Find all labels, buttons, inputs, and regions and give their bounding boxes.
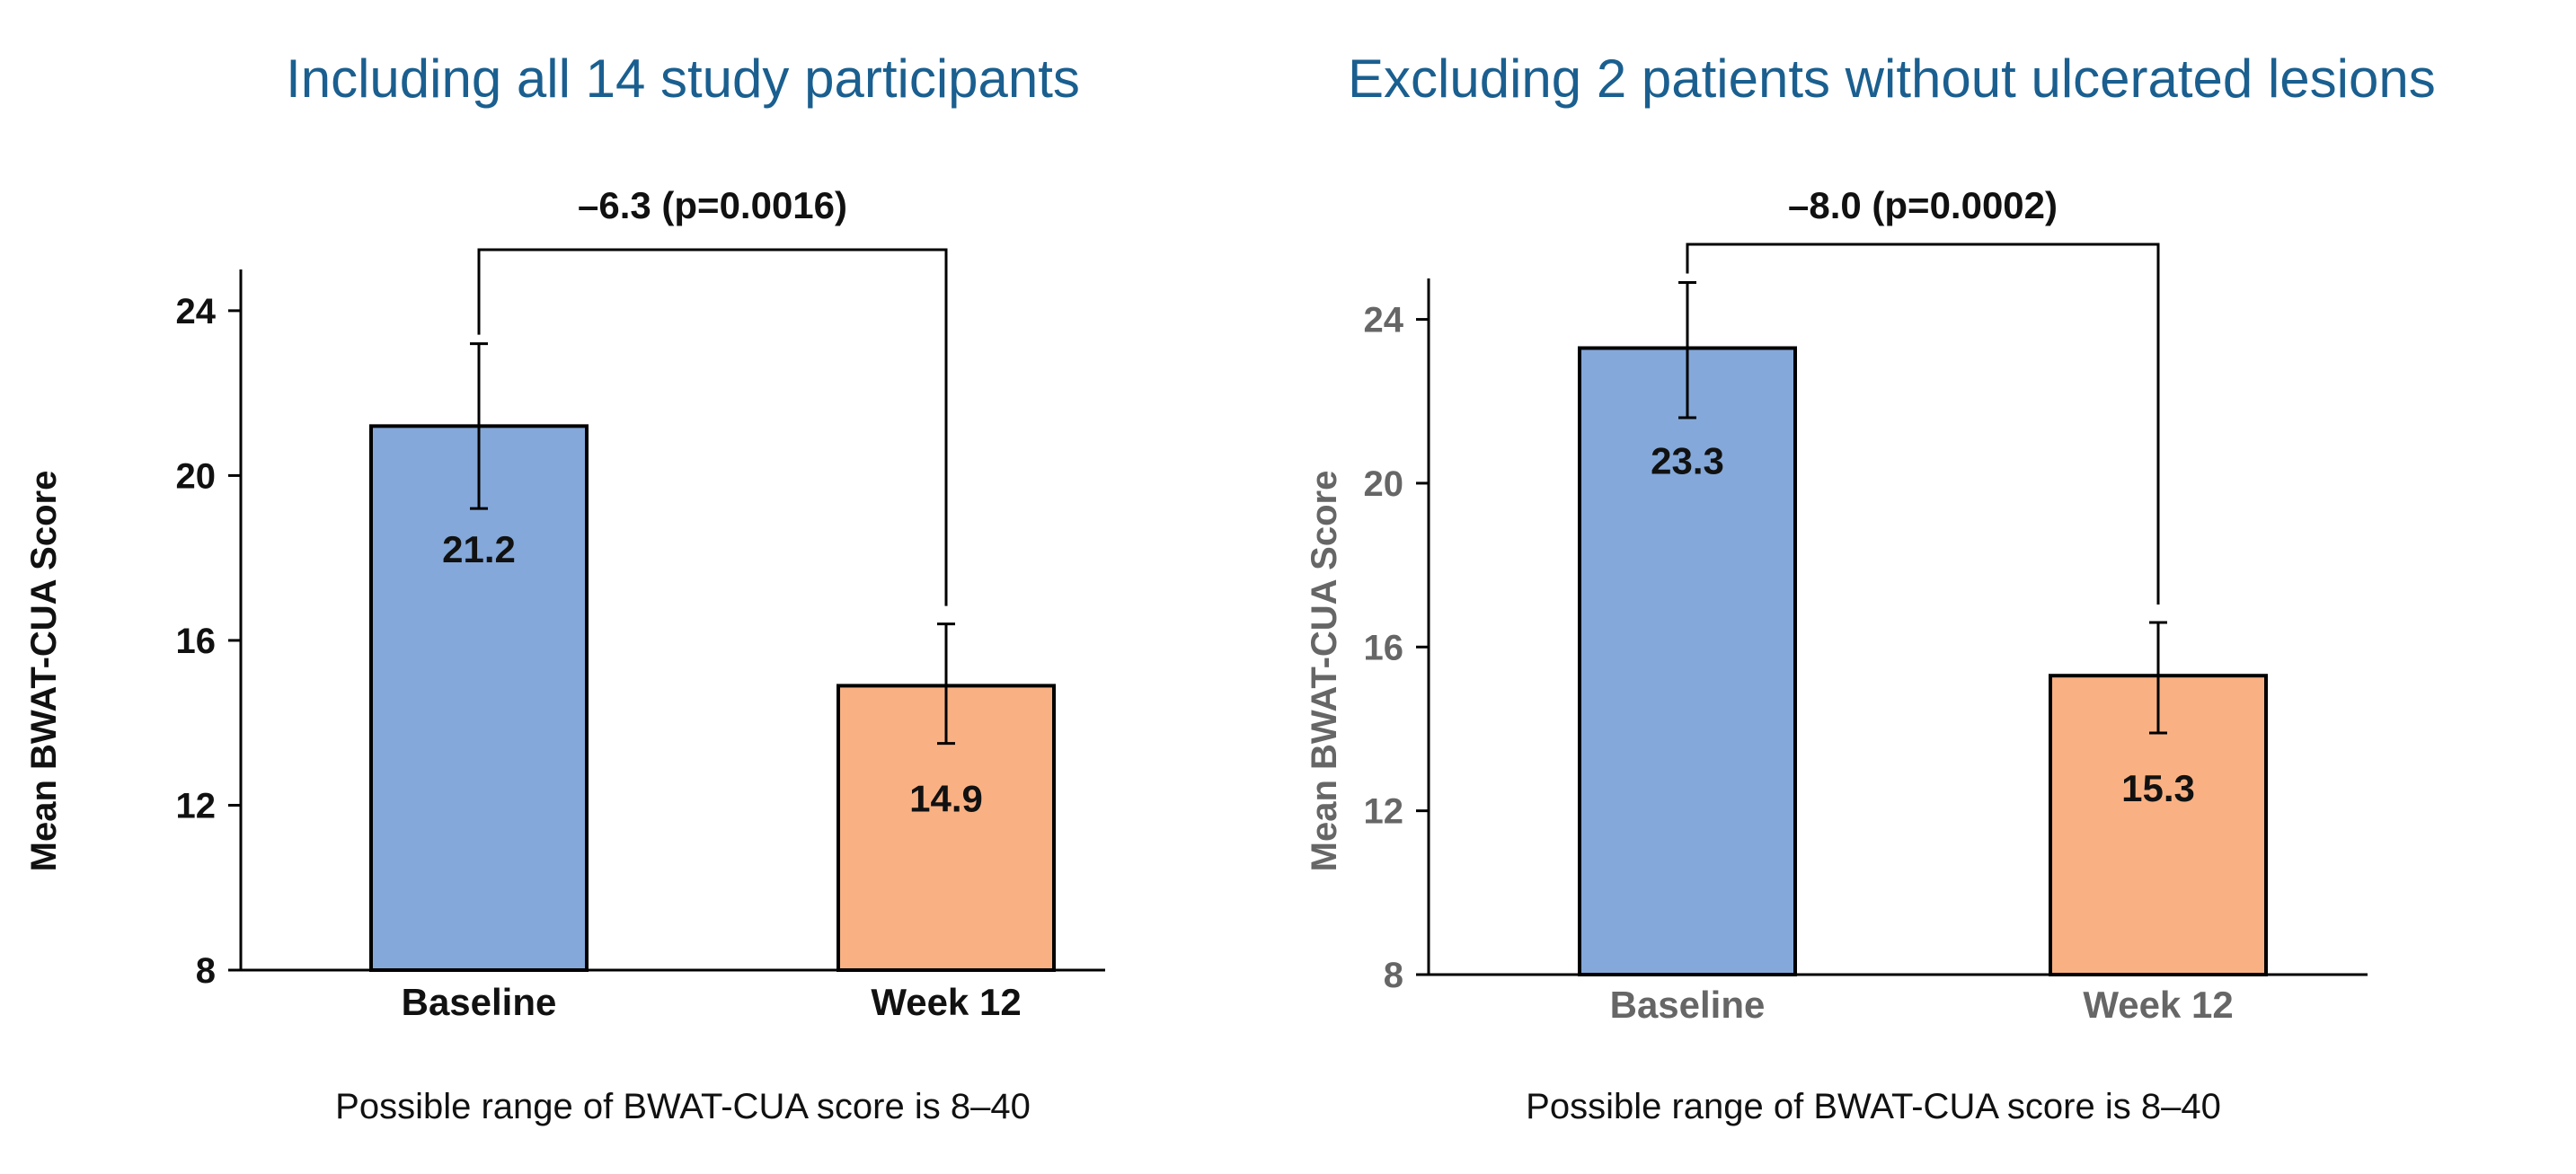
y-tick-label: 24 [1364, 301, 1404, 340]
significance-label: –6.3 (p=0.0016) [578, 184, 847, 226]
y-tick-label: 8 [1384, 956, 1403, 995]
significance-bracket [477, 248, 948, 606]
y-tick-label: 16 [1364, 628, 1404, 667]
significance-bracket [1686, 243, 2160, 605]
x-category-label: Week 12 [2083, 984, 2233, 1026]
y-axis-label: Mean BWAT-CUA Score [24, 471, 64, 872]
bar-value-label: 23.3 [1651, 440, 1724, 482]
chart-title: Including all 14 study participants [286, 49, 1080, 109]
footnote: Possible range of BWAT-CUA score is 8–40 [335, 1087, 1031, 1126]
significance-label: –8.0 (p=0.0002) [1788, 184, 2058, 226]
y-tick-label: 12 [1364, 792, 1404, 832]
chart-title: Excluding 2 patients without ulcerated l… [1348, 49, 2436, 109]
y-tick-label: 20 [1364, 464, 1404, 504]
y-tick-label: 8 [196, 951, 216, 991]
y-tick-label: 16 [176, 622, 217, 661]
chart-panel-1: Including all 14 study participants Mean … [24, 49, 1105, 1126]
bar-value-label: 21.2 [442, 528, 516, 570]
y-axis-label: Mean BWAT-CUA Score [1305, 471, 1344, 872]
y-tick-label: 24 [176, 292, 217, 331]
x-category-label: Week 12 [871, 981, 1021, 1023]
chart-panel-2: Excluding 2 patients without ulcerated l… [1305, 49, 2436, 1126]
bar-value-label: 15.3 [2121, 767, 2195, 809]
bar-value-label: 14.9 [909, 777, 983, 819]
x-category-label: Baseline [1610, 984, 1766, 1026]
y-tick-label: 12 [176, 786, 217, 825]
bar-baseline [369, 424, 589, 972]
y-tick-label: 20 [176, 456, 217, 496]
footnote: Possible range of BWAT-CUA score is 8–40 [1526, 1087, 2221, 1126]
x-category-label: Baseline [402, 981, 557, 1023]
